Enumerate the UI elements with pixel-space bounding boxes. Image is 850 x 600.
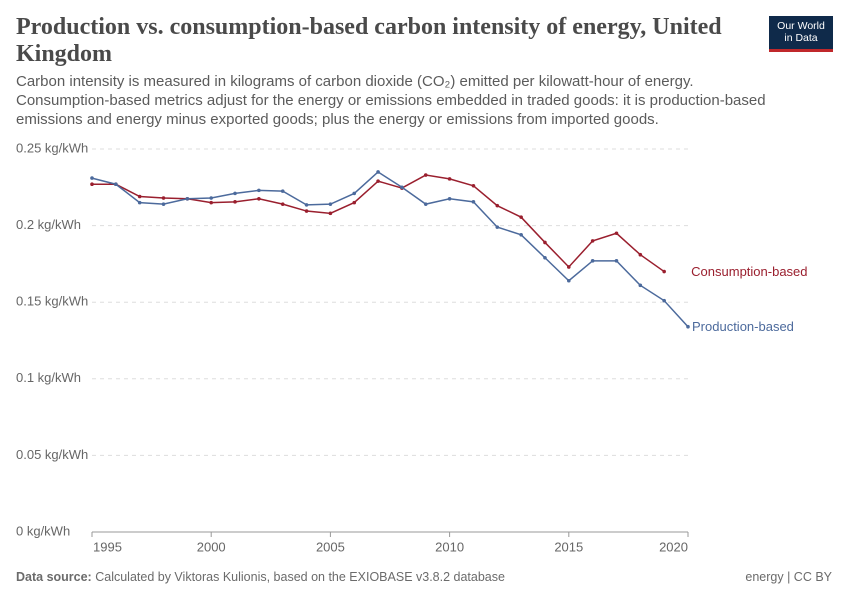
data-point	[519, 215, 523, 219]
data-point	[638, 283, 643, 288]
series-label: Consumption-based	[691, 264, 807, 279]
data-point	[161, 202, 166, 206]
data-point	[280, 189, 285, 193]
data-point	[614, 259, 619, 263]
series-line	[92, 174, 665, 273]
y-tick-label: 0.2 kg/kWh	[16, 217, 81, 232]
logo-line: Our World	[777, 20, 825, 32]
data-point	[114, 182, 118, 187]
y-tick-label: 0 kg/kWh	[16, 523, 70, 538]
y-tick-label: 0.25 kg/kWh	[16, 140, 88, 155]
chart-subtitle: Carbon intensity is measured in kilogram…	[16, 73, 766, 128]
data-point	[137, 200, 142, 205]
data-point	[423, 202, 428, 206]
data-point	[328, 211, 333, 216]
data-point	[352, 200, 357, 205]
data-point	[543, 240, 547, 245]
logo-line: in Data	[784, 32, 818, 44]
x-tick-label: 2020	[659, 539, 688, 554]
data-point	[209, 200, 213, 205]
footer: Data source: Calculated by Viktoras Kuli…	[16, 570, 505, 584]
data-point	[209, 196, 213, 200]
data-point	[376, 179, 380, 183]
chart-title: Production vs. consumption-based carbon …	[16, 14, 722, 67]
data-point	[471, 200, 476, 204]
x-tick-label: 2000	[197, 539, 226, 554]
data-point	[280, 202, 285, 206]
data-point	[567, 265, 571, 269]
data-point	[662, 298, 666, 303]
data-point	[471, 183, 476, 188]
data-point	[257, 188, 261, 193]
data-point	[233, 200, 237, 204]
data-point	[519, 232, 523, 237]
series-line	[91, 171, 689, 328]
x-tick-label: 2015	[554, 539, 583, 554]
data-point	[423, 173, 428, 177]
x-tick-label: 2010	[435, 539, 464, 554]
data-point	[90, 182, 94, 187]
data-point	[233, 191, 237, 196]
data-point	[590, 259, 595, 263]
data-point	[614, 231, 619, 236]
data-point	[686, 324, 690, 329]
y-tick-label: 0.1 kg/kWh	[16, 370, 81, 385]
y-tick-label: 0.05 kg/kWh	[16, 447, 88, 462]
x-tick-label: 1995	[93, 539, 122, 554]
data-point	[352, 191, 357, 196]
data-point	[257, 196, 261, 201]
data-point	[90, 176, 94, 180]
data-point	[638, 252, 643, 257]
data-point	[590, 239, 595, 243]
data-point	[304, 209, 309, 213]
data-point	[137, 194, 142, 199]
series-label: Production-based	[692, 319, 794, 334]
source-label: Data source:	[16, 570, 92, 584]
data-point	[185, 196, 190, 201]
logo[interactable]: Our World in Data	[769, 16, 833, 52]
data-point	[161, 196, 166, 200]
data-point	[447, 196, 452, 201]
data-point	[447, 177, 452, 181]
data-point	[495, 225, 500, 229]
data-point	[304, 203, 309, 207]
data-point	[495, 203, 500, 208]
license[interactable]: energy | CC BY	[745, 570, 832, 584]
data-point	[567, 278, 571, 283]
source: Calculated by Viktoras Kulionis, based o…	[95, 570, 505, 584]
data-point	[543, 255, 547, 260]
data-point	[400, 185, 404, 190]
data-point	[328, 202, 333, 206]
data-point	[376, 170, 380, 174]
y-tick-label: 0.15 kg/kWh	[16, 294, 88, 309]
data-point	[662, 269, 666, 274]
x-tick-label: 2005	[316, 539, 345, 554]
